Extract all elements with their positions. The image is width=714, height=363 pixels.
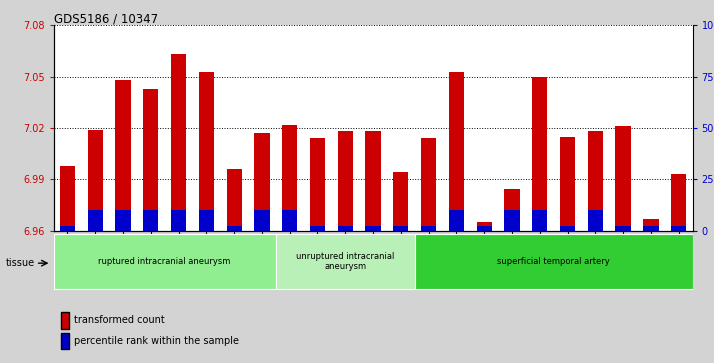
Text: percentile rank within the sample: percentile rank within the sample: [74, 336, 238, 346]
Bar: [393, 172, 408, 227]
Bar: [143, 210, 159, 231]
Bar: [671, 227, 686, 231]
Bar: [276, 234, 415, 289]
Bar: [643, 219, 658, 227]
Bar: [88, 130, 103, 210]
Bar: [560, 136, 575, 227]
Bar: [116, 80, 131, 210]
Bar: [282, 210, 297, 231]
Bar: [615, 126, 630, 227]
Text: transformed count: transformed count: [74, 315, 164, 325]
Bar: [54, 234, 276, 289]
Bar: [449, 210, 464, 231]
Bar: [282, 125, 297, 210]
Bar: [310, 138, 325, 227]
Bar: [254, 133, 270, 210]
Bar: [421, 138, 436, 227]
Bar: [198, 210, 214, 231]
Bar: [366, 227, 381, 231]
Bar: [588, 131, 603, 210]
Bar: [198, 72, 214, 210]
Bar: [476, 222, 492, 227]
Bar: [60, 166, 75, 227]
Bar: [615, 227, 630, 231]
Bar: [421, 227, 436, 231]
Bar: [588, 210, 603, 231]
Bar: [226, 169, 242, 227]
Bar: [116, 210, 131, 231]
Bar: [143, 89, 159, 210]
Text: tissue: tissue: [6, 258, 35, 268]
Bar: [532, 210, 548, 231]
Bar: [226, 227, 242, 231]
Text: unruptured intracranial
aneurysm: unruptured intracranial aneurysm: [296, 252, 394, 271]
Bar: [393, 227, 408, 231]
Bar: [338, 131, 353, 227]
Text: ruptured intracranial aneurysm: ruptured intracranial aneurysm: [99, 257, 231, 266]
Bar: [88, 210, 103, 231]
Bar: [171, 210, 186, 231]
Bar: [449, 72, 464, 210]
Text: GDS5186 / 10347: GDS5186 / 10347: [54, 13, 158, 26]
Bar: [476, 227, 492, 231]
Text: superficial temporal artery: superficial temporal artery: [497, 257, 610, 266]
Bar: [504, 189, 520, 210]
Bar: [643, 227, 658, 231]
Bar: [671, 174, 686, 227]
Bar: [338, 227, 353, 231]
Bar: [504, 210, 520, 231]
Bar: [560, 227, 575, 231]
Bar: [310, 227, 325, 231]
Bar: [366, 131, 381, 227]
Bar: [532, 77, 548, 210]
Bar: [254, 210, 270, 231]
Bar: [415, 234, 693, 289]
Bar: [60, 227, 75, 231]
Bar: [171, 54, 186, 210]
